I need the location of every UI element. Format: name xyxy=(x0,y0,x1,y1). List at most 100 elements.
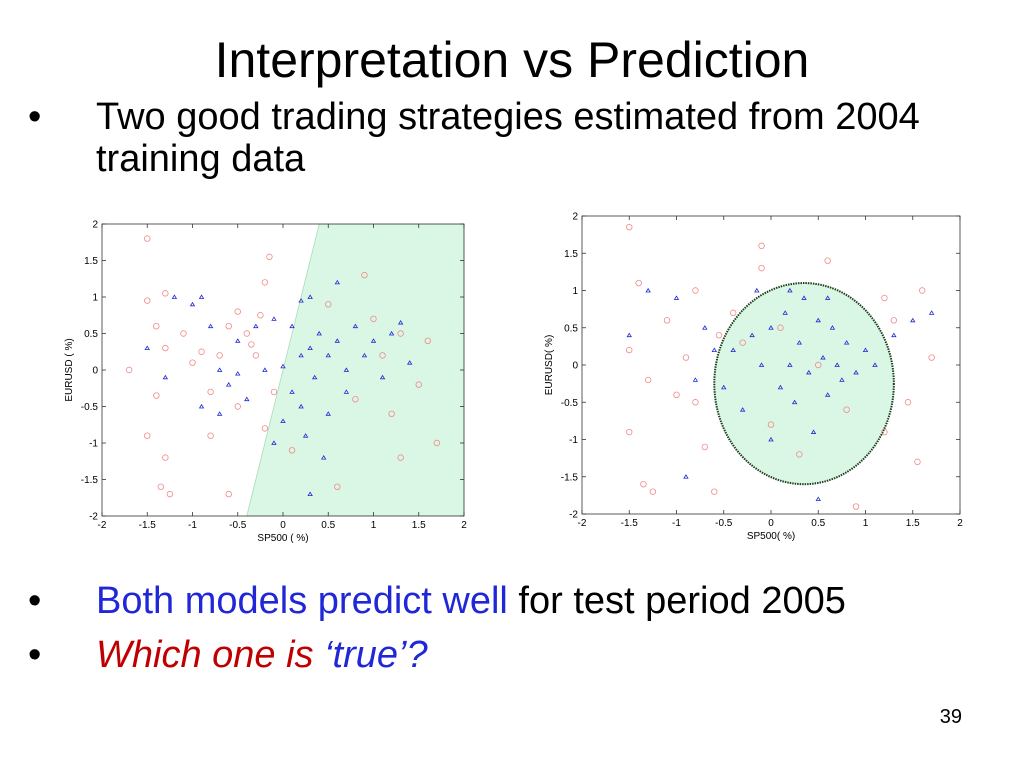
y-tick-label: 2 xyxy=(572,212,578,223)
data-point-circle xyxy=(914,458,921,466)
data-point-triangle xyxy=(307,491,313,496)
x-tick-label: -1 xyxy=(672,518,681,529)
data-point-triangle xyxy=(796,340,803,345)
data-point-triangle xyxy=(189,301,196,307)
data-point-circle xyxy=(234,308,241,315)
data-point-circle xyxy=(758,242,765,249)
bullet-plain: for test period 2005 xyxy=(507,580,846,622)
data-point-circle xyxy=(397,330,404,337)
data-point-circle xyxy=(777,324,784,331)
data-point-triangle xyxy=(801,295,807,300)
data-point-triangle xyxy=(768,325,774,330)
right-scatter-svg: -2 -1.5 -1 -0.5 0 0.5 1 1.5 2 -2 -1.5 -1 -0.5 0 0.5 1 1.… xyxy=(544,212,963,543)
data-point-triangle xyxy=(162,374,169,380)
data-point-circle xyxy=(852,503,860,510)
data-point-triangle xyxy=(782,310,788,315)
data-point-circle xyxy=(673,391,680,398)
data-point-triangle xyxy=(787,362,793,367)
data-point-triangle xyxy=(289,323,295,329)
y-tick-label: 0.5 xyxy=(84,329,98,340)
data-point-triangle xyxy=(824,392,831,397)
x-tick-label: 2 xyxy=(461,520,467,531)
data-point-triangle xyxy=(171,294,178,299)
data-point-circle xyxy=(153,392,160,399)
data-point-circle xyxy=(890,317,898,324)
data-point-triangle xyxy=(928,310,935,315)
data-point-triangle xyxy=(406,360,413,365)
data-point-triangle xyxy=(739,407,746,412)
x-tick-label: -2 xyxy=(98,520,107,531)
data-point-triangle xyxy=(815,496,821,501)
y-axis-label: EURUSD( %) xyxy=(544,335,555,396)
y-tick-label: -0.5 xyxy=(81,402,99,413)
data-point-circle xyxy=(288,447,296,454)
x-tick-label: -1.5 xyxy=(139,520,157,531)
y-tick-label: -0.5 xyxy=(561,398,579,409)
y-tick-label: 0 xyxy=(572,361,578,372)
data-point-triangle xyxy=(711,347,718,352)
data-point-triangle xyxy=(824,295,831,300)
bullet-marker: • xyxy=(28,634,42,676)
data-point-triangle xyxy=(843,340,850,345)
data-point-triangle xyxy=(307,345,313,350)
data-point-circle xyxy=(928,354,935,361)
y-tick-label: -1.5 xyxy=(81,475,99,486)
data-point-circle xyxy=(758,264,765,272)
data-point-circle xyxy=(257,312,264,319)
x-tick-label: 0 xyxy=(280,520,286,531)
data-point-triangle xyxy=(397,319,404,325)
data-point-circle xyxy=(640,481,647,488)
data-point-triangle xyxy=(298,298,304,303)
data-point-triangle xyxy=(271,440,277,445)
data-point-circle xyxy=(157,483,165,490)
data-point-triangle xyxy=(820,354,826,360)
data-point-triangle xyxy=(235,371,241,376)
data-point-circle xyxy=(415,381,422,388)
data-point-circle xyxy=(144,297,151,304)
data-point-circle xyxy=(166,490,174,498)
data-point-circle xyxy=(881,428,888,436)
data-point-triangle xyxy=(862,347,869,352)
data-point-circle xyxy=(189,359,196,366)
data-point-triangle xyxy=(325,411,331,416)
bullet-highlight: Both models predict well xyxy=(96,580,508,622)
data-point-triangle xyxy=(626,332,632,338)
y-tick-label: 0 xyxy=(92,366,98,377)
data-point-triangle xyxy=(815,317,821,323)
data-point-triangle xyxy=(216,411,223,416)
data-point-circle xyxy=(663,317,671,324)
x-tick-label: -2 xyxy=(578,518,587,529)
x-tick-label: 0 xyxy=(768,518,774,529)
right-scatter-plot: -2 -1.5 -1 -0.5 0 0.5 1 1.5 2 -2 -1.5 -1 -0.5 0 0.5 1 1.… xyxy=(532,200,972,550)
data-point-triangle xyxy=(379,374,386,380)
data-point-triangle xyxy=(768,436,774,442)
data-point-triangle xyxy=(343,367,350,372)
bullet-text: Two good trading strategies estimated fr… xyxy=(96,96,920,180)
bullet-text: Both models predict well for test period… xyxy=(96,580,846,622)
data-point-circle xyxy=(252,352,260,359)
data-point-triangle xyxy=(334,279,341,285)
data-point-triangle xyxy=(749,332,755,338)
data-point-circle xyxy=(379,352,386,359)
data-point-circle xyxy=(626,346,633,354)
bullet-marker: • xyxy=(28,96,42,138)
data-point-circle xyxy=(216,352,223,359)
data-point-triangle xyxy=(806,369,812,375)
y-tick-label: 0.5 xyxy=(564,323,578,334)
data-point-circle xyxy=(261,279,269,286)
data-point-triangle xyxy=(758,362,765,367)
data-point-circle xyxy=(729,309,737,317)
y-axis-label: EURUSD ( %) xyxy=(64,338,75,401)
data-point-circle xyxy=(397,454,404,461)
data-point-triangle xyxy=(280,363,286,369)
data-point-circle xyxy=(153,322,160,330)
data-point-circle xyxy=(843,406,850,413)
data-point-triangle xyxy=(253,323,259,329)
data-point-circle xyxy=(424,337,431,344)
data-point-triangle xyxy=(370,338,377,343)
data-point-triangle xyxy=(325,352,331,358)
data-point-circle xyxy=(370,315,377,323)
x-axis-label: SP500( %) xyxy=(747,531,795,542)
data-point-circle xyxy=(144,235,151,242)
slide-title: Interpretation vs Prediction xyxy=(214,32,810,88)
